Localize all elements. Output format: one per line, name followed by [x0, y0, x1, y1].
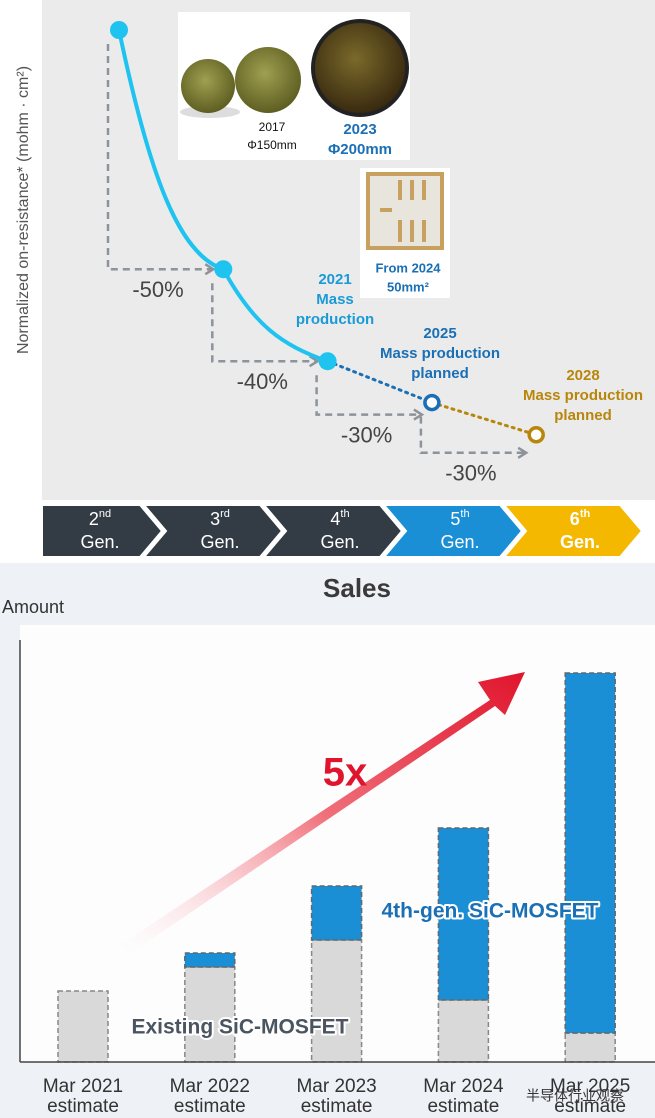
generation-chevron: [501, 504, 644, 558]
wafer-label: Φ200mm: [328, 141, 392, 158]
point-annotation: planned: [411, 365, 469, 382]
chart-title: Sales: [323, 573, 391, 603]
wafer-label: Φ150mm: [247, 138, 297, 152]
generation-suffix: nd: [99, 508, 111, 520]
chip-pattern: [380, 180, 426, 242]
point-annotation: Mass production: [523, 387, 643, 404]
bar-segment: [184, 952, 236, 968]
x-tick-label: Mar 2022 estimate: [169, 1076, 250, 1117]
point-annotation: Mass: [316, 291, 354, 308]
bar-segment: [310, 885, 363, 941]
point-annotation: 2025: [423, 325, 456, 342]
generation-ordinal: 2: [89, 509, 99, 529]
reduction-label: -30%: [341, 422, 392, 447]
line: [326, 359, 434, 405]
reduction-label: -40%: [237, 369, 288, 394]
arrow-head: [204, 263, 216, 276]
generation-label: 2nd: [89, 508, 111, 529]
point-annotation: Mass production: [380, 345, 500, 362]
bar-segment: [564, 1032, 616, 1063]
generation-label: Gen.: [80, 532, 119, 552]
x-tick-label: Mar 2021 estimate: [42, 1076, 124, 1117]
wafer-label: 2017: [259, 120, 286, 134]
arrow-head: [308, 355, 320, 368]
generation-chevron: [381, 504, 524, 558]
generation-label: 5th: [450, 508, 469, 529]
generation-label: Gen.: [440, 532, 479, 552]
x-tick-label: Mar 2023 estimate: [296, 1076, 377, 1117]
point-annotation: 2028: [566, 367, 599, 384]
reduction-arrow: [315, 375, 422, 416]
bar-segment: [437, 827, 490, 1001]
series-label: 4th-gen. SiC-MOSFET: [382, 900, 599, 923]
generation-label: Gen.: [560, 532, 600, 552]
generation-ordinal: 6: [570, 509, 580, 529]
point-annotation: 2021: [318, 271, 351, 288]
annotation: 5x: [323, 751, 368, 795]
bar-segment: [564, 672, 616, 1034]
watermark: 半导体行业观察: [526, 1088, 624, 1104]
reduction-label: -30%: [445, 461, 496, 486]
reduction-label: -50%: [132, 277, 183, 302]
point: [214, 260, 233, 279]
chip-label: From 2024: [375, 260, 441, 275]
generation-suffix: rd: [220, 508, 230, 520]
bar-segment: [437, 999, 490, 1063]
generation-ordinal: 5: [450, 509, 460, 529]
wafer: [315, 23, 405, 113]
series-label: Existing SiC-MOSFET: [131, 1016, 348, 1039]
point-annotation: planned: [554, 407, 612, 424]
generation-chevron: [261, 504, 404, 558]
point: [318, 352, 337, 371]
bar-segment: [310, 939, 363, 1063]
point: [110, 21, 128, 39]
y-axis-label: Normalized on-resistance* (mohm · cm²): [15, 66, 32, 354]
wafer-label: 2023: [343, 121, 376, 138]
wafer: [235, 47, 301, 113]
generation-label: 4th: [330, 508, 349, 529]
generation-label: Gen.: [320, 532, 359, 552]
generation-label: 6th: [570, 508, 591, 529]
generation-chevron: [41, 504, 164, 558]
generation-suffix: th: [580, 508, 591, 520]
arrow-head: [517, 446, 529, 459]
generation-suffix: th: [340, 508, 349, 520]
arrow-head: [413, 408, 425, 421]
x-tick-label: Mar 2024 estimate: [423, 1076, 504, 1117]
point: [527, 426, 545, 444]
generation-suffix: th: [460, 508, 469, 520]
y-axis-label: Amount: [2, 597, 64, 617]
generation-label: 3rd: [210, 508, 230, 529]
reduction-arrow: [211, 283, 318, 363]
reduction-arrow: [419, 416, 527, 455]
x-tick-label: Mar 2025 estimate: [550, 1076, 631, 1117]
wafer: [181, 59, 235, 113]
point-annotation: production: [296, 311, 374, 328]
reduction-arrow: [106, 44, 214, 271]
chip-label: 50mm²: [387, 279, 430, 294]
generation-ordinal: 3: [210, 509, 220, 529]
bar-segment: [57, 990, 109, 1063]
growth-arrow: [120, 672, 525, 955]
line: [430, 401, 538, 437]
generation-label: Gen.: [200, 532, 239, 552]
point: [423, 393, 441, 412]
generation-chevron: [141, 504, 284, 558]
generation-ordinal: 4: [330, 509, 340, 529]
bar-segment: [184, 966, 236, 1063]
